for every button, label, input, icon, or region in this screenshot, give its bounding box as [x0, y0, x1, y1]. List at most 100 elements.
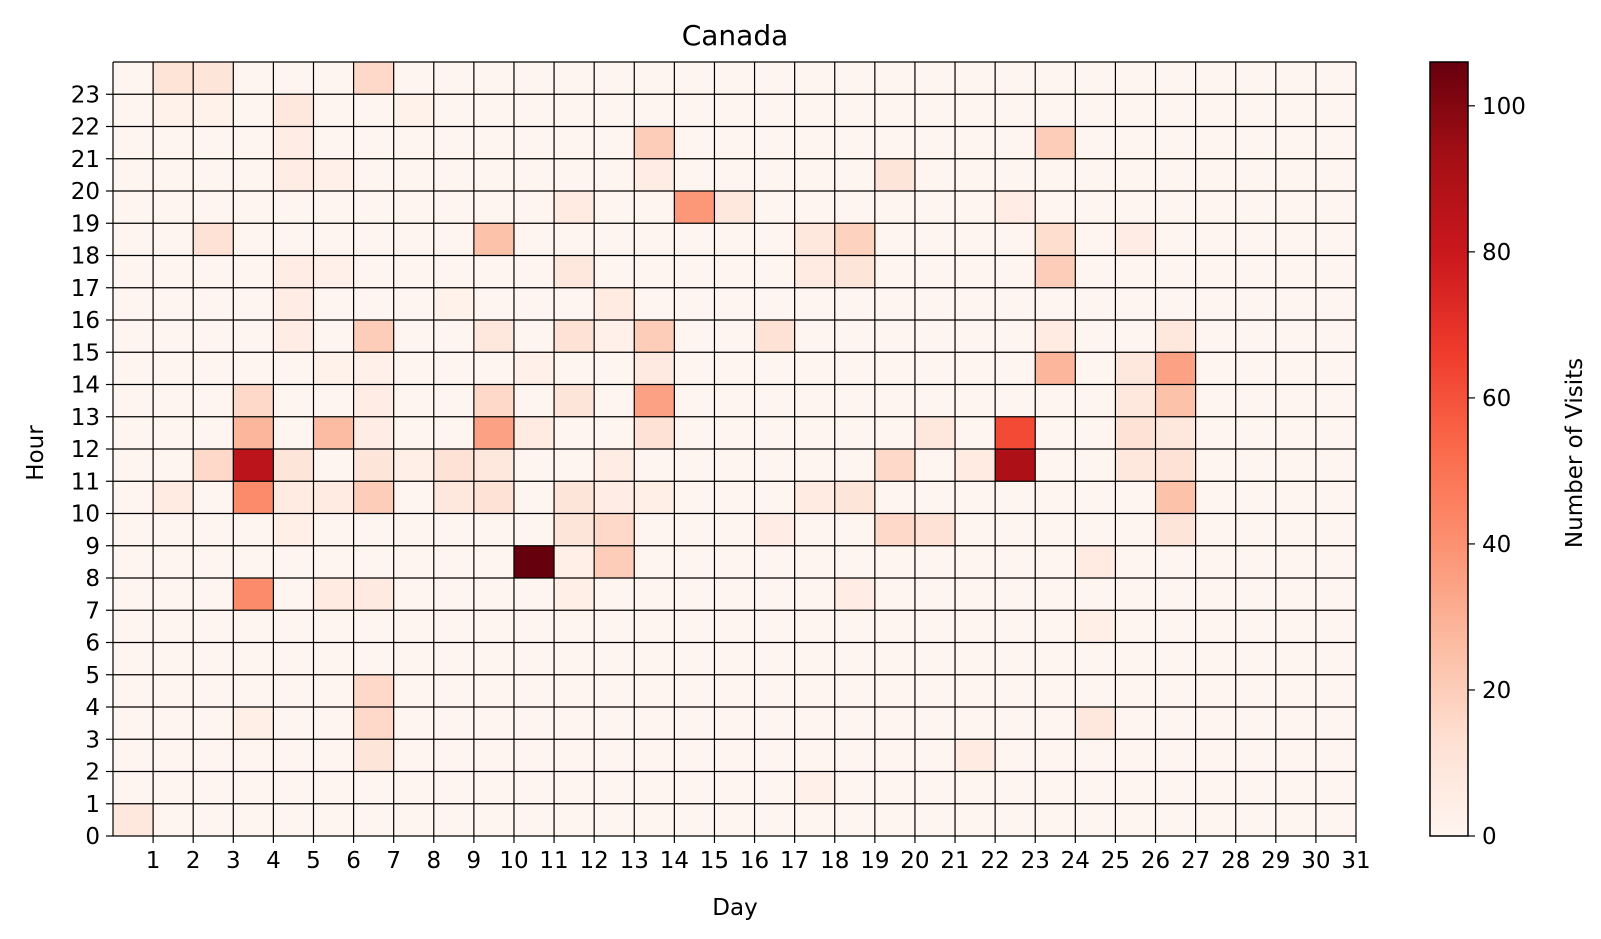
heatmap-cell: [674, 352, 715, 385]
heatmap-cell: [834, 352, 875, 385]
heatmap-cell: [393, 771, 434, 804]
heatmap-cell: [1075, 223, 1116, 256]
heatmap-cell: [594, 707, 635, 740]
heatmap-cell: [714, 62, 755, 95]
heatmap-cell: [914, 384, 956, 417]
heatmap-cell: [113, 287, 154, 320]
heatmap-cell: [794, 384, 835, 417]
heatmap-cell: [594, 416, 635, 449]
heatmap-cell: [594, 642, 635, 675]
heatmap-cell: [794, 610, 835, 643]
heatmap-cell: [594, 191, 635, 224]
heatmap-cell: [1075, 352, 1116, 385]
heatmap-cell: [113, 674, 154, 707]
heatmap-cell: [594, 545, 635, 578]
heatmap-cell: [1155, 449, 1196, 482]
heatmap-cell: [914, 803, 956, 836]
heatmap-cell: [1195, 94, 1236, 127]
heatmap-cell: [393, 287, 434, 320]
x-tick-label: 1: [146, 848, 161, 874]
heatmap-cell: [1155, 223, 1196, 256]
x-tick-label: 21: [940, 848, 969, 874]
heatmap-cell: [1115, 642, 1156, 675]
heatmap-cell: [754, 481, 795, 514]
heatmap-cell: [393, 610, 434, 643]
heatmap-cell: [714, 642, 755, 675]
heatmap-cell: [1115, 610, 1156, 643]
heatmap-cell: [313, 578, 354, 611]
heatmap-cell: [1195, 642, 1236, 675]
heatmap-cell: [834, 449, 875, 482]
heatmap-cell: [393, 223, 434, 256]
heatmap-cell: [193, 610, 234, 643]
y-tick-label: 3: [85, 727, 100, 753]
heatmap-cell: [874, 352, 915, 385]
heatmap-cell: [874, 223, 915, 256]
heatmap-cell: [1075, 94, 1116, 127]
heatmap-cell: [634, 287, 675, 320]
heatmap-cell: [1275, 803, 1316, 836]
x-tick-label: 11: [539, 848, 568, 874]
heatmap-cell: [1315, 481, 1356, 514]
heatmap-cell: [834, 481, 875, 514]
heatmap-cell: [874, 416, 915, 449]
heatmap-cell: [995, 94, 1036, 127]
heatmap-cell: [1275, 62, 1316, 95]
heatmap-cell: [1035, 771, 1076, 804]
heatmap-cell: [554, 513, 595, 546]
heatmap-cell: [513, 707, 555, 740]
heatmap-cell: [393, 803, 434, 836]
heatmap-cell: [1115, 287, 1156, 320]
heatmap-cell: [794, 191, 835, 224]
heatmap-cell: [554, 287, 595, 320]
heatmap-cell: [1075, 287, 1116, 320]
heatmap-cell: [794, 545, 835, 578]
heatmap-cell: [193, 416, 234, 449]
heatmap-cell: [1275, 513, 1316, 546]
heatmap-cell: [353, 158, 394, 191]
heatmap-cell: [393, 642, 434, 675]
heatmap-cell: [513, 642, 555, 675]
heatmap-cell: [273, 674, 314, 707]
heatmap-cell: [834, 94, 875, 127]
heatmap-cell: [393, 578, 434, 611]
heatmap-cell: [233, 513, 274, 546]
heatmap-cell: [513, 545, 555, 578]
heatmap-cell: [554, 449, 595, 482]
heatmap-cell: [674, 481, 715, 514]
heatmap-cell: [233, 384, 274, 417]
x-tick-label: 6: [346, 848, 361, 874]
heatmap-cell: [513, 287, 555, 320]
heatmap-cell: [153, 707, 194, 740]
heatmap-cell: [594, 513, 635, 546]
heatmap-cell: [1075, 62, 1116, 95]
heatmap-cell: [1235, 513, 1276, 546]
heatmap-cell: [874, 126, 915, 159]
heatmap-cell: [1155, 62, 1196, 95]
heatmap-cell: [834, 707, 875, 740]
heatmap-cell: [754, 223, 795, 256]
heatmap-cell: [1075, 158, 1116, 191]
heatmap-cell: [1115, 513, 1156, 546]
x-tick-label: 29: [1261, 848, 1290, 874]
chart-title: Canada: [682, 19, 789, 52]
y-tick-label: 21: [71, 147, 100, 173]
heatmap-cell: [634, 481, 675, 514]
heatmap-cell: [955, 62, 996, 95]
heatmap-cell: [1155, 771, 1196, 804]
heatmap-cell: [634, 545, 675, 578]
heatmap-cell: [273, 255, 314, 288]
x-tick-label: 23: [1021, 848, 1050, 874]
heatmap-cell: [874, 545, 915, 578]
heatmap-cell: [754, 803, 795, 836]
heatmap-cell: [1075, 449, 1116, 482]
heatmap-cell: [153, 384, 194, 417]
heatmap-cell: [1275, 545, 1316, 578]
heatmap-cell: [1315, 739, 1356, 772]
heatmap-cell: [193, 191, 234, 224]
heatmap-cell: [273, 62, 314, 95]
heatmap-cell: [193, 126, 234, 159]
heatmap-cell: [393, 545, 434, 578]
heatmap-cell: [473, 771, 514, 804]
heatmap-cell: [1035, 707, 1076, 740]
